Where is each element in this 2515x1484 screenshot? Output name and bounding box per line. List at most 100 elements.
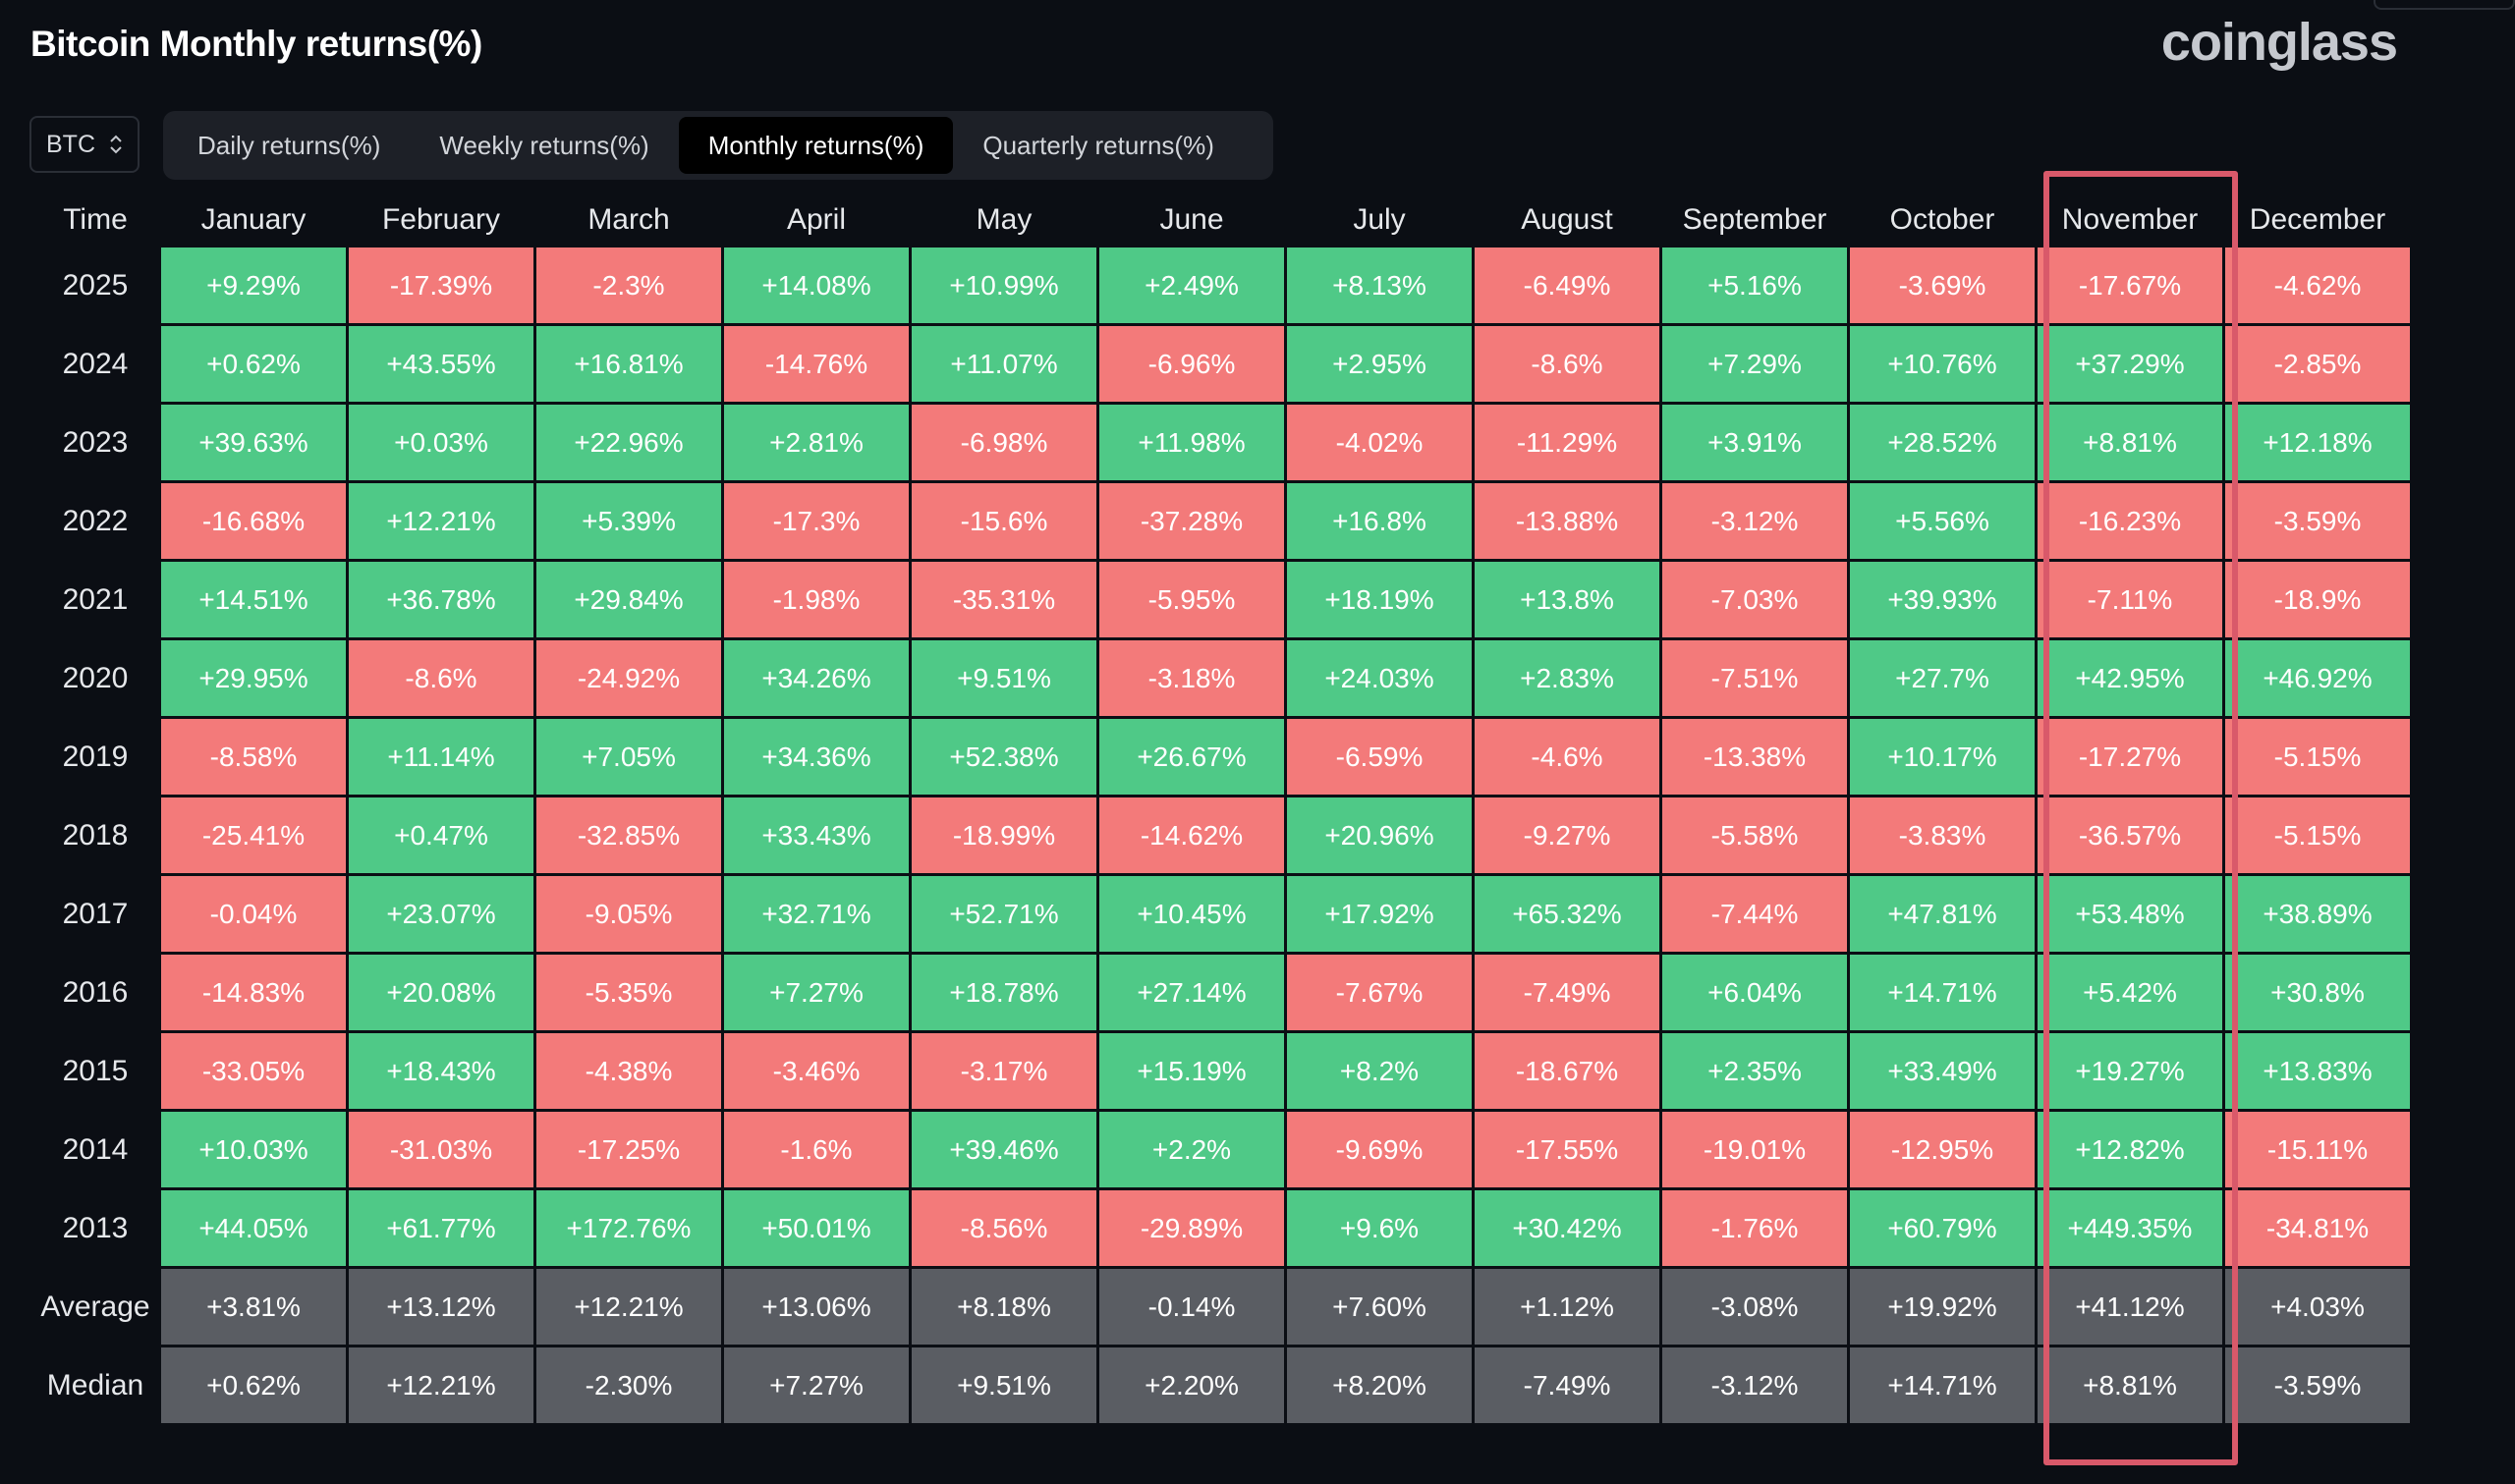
return-cell: -8.6% bbox=[1475, 326, 1659, 402]
column-header-time: Time bbox=[63, 203, 128, 236]
return-cell: +60.79% bbox=[1850, 1190, 2035, 1266]
summary-row-average: Average +3.81% +13.12% +12.21% +13.06% +8.18%… bbox=[32, 1269, 2410, 1345]
return-cell: +2.83% bbox=[1475, 640, 1659, 716]
tab-quarterly-returns[interactable]: Quarterly returns(%) bbox=[982, 130, 1214, 160]
return-cell: -2.3% bbox=[536, 247, 721, 323]
return-cell: -14.62% bbox=[1099, 797, 1284, 873]
return-cell: +13.83% bbox=[2225, 1033, 2410, 1109]
return-cell: +14.08% bbox=[724, 247, 909, 323]
returns-tabs: Daily returns(%) Weekly returns(%) Month… bbox=[163, 111, 1273, 180]
return-cell: +5.16% bbox=[1662, 247, 1847, 323]
summary-cell: +1.12% bbox=[1475, 1269, 1659, 1345]
table-row: 2020 +29.95% -8.6% -24.92% +34.26% +9.51% -3.1… bbox=[32, 640, 2410, 716]
return-cell: +449.35% bbox=[2038, 1190, 2222, 1266]
return-cell: -18.99% bbox=[912, 797, 1096, 873]
column-header-november: November bbox=[2061, 203, 2199, 236]
return-cell: +27.7% bbox=[1850, 640, 2035, 716]
return-cell: +2.35% bbox=[1662, 1033, 1847, 1109]
summary-cell: +41.12% bbox=[2038, 1269, 2222, 1345]
tab-weekly-returns[interactable]: Weekly returns(%) bbox=[439, 130, 649, 160]
sort-chevron-icon bbox=[109, 133, 123, 156]
return-cell: -7.03% bbox=[1662, 562, 1847, 637]
return-cell: -29.89% bbox=[1099, 1190, 1284, 1266]
return-cell: +65.32% bbox=[1475, 876, 1659, 952]
return-cell: +19.27% bbox=[2038, 1033, 2222, 1109]
return-cell: +9.29% bbox=[161, 247, 346, 323]
column-header-september: September bbox=[1682, 203, 1827, 236]
returns-table: Time January February March April May June Jul… bbox=[29, 192, 2413, 1426]
summary-cell: +4.03% bbox=[2225, 1269, 2410, 1345]
return-cell: +11.07% bbox=[912, 326, 1096, 402]
return-cell: -6.98% bbox=[912, 405, 1096, 480]
return-cell: -1.76% bbox=[1662, 1190, 1847, 1266]
return-cell: +52.38% bbox=[912, 719, 1096, 795]
return-cell: +34.36% bbox=[724, 719, 909, 795]
table-row: 2023 +39.63% +0.03% +22.96% +2.81% -6.98% +11.… bbox=[32, 405, 2410, 480]
summary-row-median: Median +0.62% +12.21% -2.30% +7.27% +9.51% +2.… bbox=[32, 1347, 2410, 1423]
summary-cell: +8.20% bbox=[1287, 1347, 1472, 1423]
return-cell: +16.81% bbox=[536, 326, 721, 402]
summary-cell: +14.71% bbox=[1850, 1347, 2035, 1423]
return-cell: -5.35% bbox=[536, 955, 721, 1030]
summary-cell: +13.12% bbox=[349, 1269, 533, 1345]
return-cell: +17.92% bbox=[1287, 876, 1472, 952]
return-cell: +3.91% bbox=[1662, 405, 1847, 480]
return-cell: -36.57% bbox=[2038, 797, 2222, 873]
return-cell: +6.04% bbox=[1662, 955, 1847, 1030]
column-header-february: February bbox=[381, 203, 501, 236]
return-cell: +12.21% bbox=[349, 483, 533, 559]
return-cell: -7.67% bbox=[1287, 955, 1472, 1030]
return-cell: +46.92% bbox=[2225, 640, 2410, 716]
return-cell: +29.84% bbox=[536, 562, 721, 637]
return-cell: +16.8% bbox=[1287, 483, 1472, 559]
return-cell: +0.03% bbox=[349, 405, 533, 480]
return-cell: +24.03% bbox=[1287, 640, 1472, 716]
table-row: 2015 -33.05% +18.43% -4.38% -3.46% -3.17% +15.… bbox=[32, 1033, 2410, 1109]
column-header-december: December bbox=[2249, 203, 2386, 236]
return-cell: +18.19% bbox=[1287, 562, 1472, 637]
return-cell: +18.43% bbox=[349, 1033, 533, 1109]
return-cell: -18.9% bbox=[2225, 562, 2410, 637]
asset-select[interactable]: BTC bbox=[29, 116, 140, 173]
page-title: Bitcoin Monthly returns(%) bbox=[30, 24, 482, 64]
summary-cell: +3.81% bbox=[161, 1269, 346, 1345]
return-cell: +47.81% bbox=[1850, 876, 2035, 952]
return-cell: -17.25% bbox=[536, 1112, 721, 1187]
return-cell: -16.68% bbox=[161, 483, 346, 559]
column-header-january: January bbox=[200, 203, 307, 236]
column-header-march: March bbox=[587, 203, 670, 236]
tab-daily-returns[interactable]: Daily returns(%) bbox=[197, 130, 381, 160]
return-cell: -17.67% bbox=[2038, 247, 2222, 323]
row-label-year: 2024 bbox=[62, 347, 129, 380]
return-cell: -3.59% bbox=[2225, 483, 2410, 559]
return-cell: -6.96% bbox=[1099, 326, 1284, 402]
summary-cell: +7.60% bbox=[1287, 1269, 1472, 1345]
summary-cell: -3.59% bbox=[2225, 1347, 2410, 1423]
return-cell: +37.29% bbox=[2038, 326, 2222, 402]
table-row: 2022 -16.68% +12.21% +5.39% -17.3% -15.6% -37.… bbox=[32, 483, 2410, 559]
return-cell: -19.01% bbox=[1662, 1112, 1847, 1187]
summary-cell: +12.21% bbox=[536, 1269, 721, 1345]
summary-cell: -7.49% bbox=[1475, 1347, 1659, 1423]
return-cell: +43.55% bbox=[349, 326, 533, 402]
column-header-july: July bbox=[1353, 203, 1406, 236]
tab-monthly-returns[interactable]: Monthly returns(%) bbox=[678, 117, 954, 174]
return-cell: -14.83% bbox=[161, 955, 346, 1030]
return-cell: +32.71% bbox=[724, 876, 909, 952]
corner-control[interactable] bbox=[2374, 0, 2515, 10]
table-row: 2014 +10.03% -31.03% -17.25% -1.6% +39.46% +2.… bbox=[32, 1112, 2410, 1187]
column-header-april: April bbox=[786, 203, 846, 236]
return-cell: +15.19% bbox=[1099, 1033, 1284, 1109]
return-cell: +20.96% bbox=[1287, 797, 1472, 873]
return-cell: +10.45% bbox=[1099, 876, 1284, 952]
return-cell: -25.41% bbox=[161, 797, 346, 873]
summary-cell: +13.06% bbox=[724, 1269, 909, 1345]
return-cell: -17.39% bbox=[349, 247, 533, 323]
column-header-may: May bbox=[976, 203, 1033, 236]
return-cell: -9.27% bbox=[1475, 797, 1659, 873]
return-cell: +5.39% bbox=[536, 483, 721, 559]
return-cell: -6.59% bbox=[1287, 719, 1472, 795]
return-cell: +2.81% bbox=[724, 405, 909, 480]
return-cell: -35.31% bbox=[912, 562, 1096, 637]
return-cell: -37.28% bbox=[1099, 483, 1284, 559]
